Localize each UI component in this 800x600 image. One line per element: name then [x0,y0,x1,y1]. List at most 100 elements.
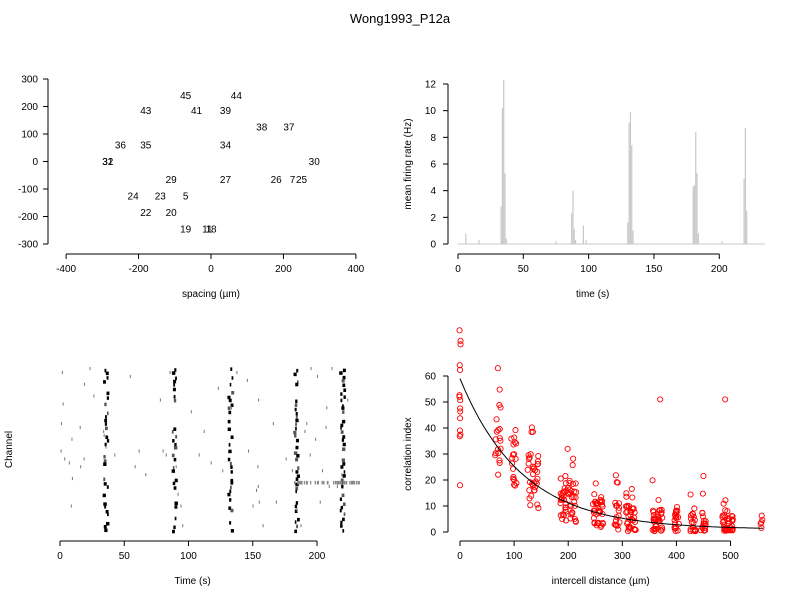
spike-mark [304,429,306,433]
spike-mark [341,447,346,452]
data-point [569,462,576,469]
y-axis-title: correlation index [403,417,414,490]
spike-mark [106,376,109,380]
spike-mark [349,480,351,485]
spike-mark [339,508,342,513]
electrode-label: 24 [128,191,140,202]
spike-mark [159,398,161,402]
spike-mark [272,422,274,426]
data-point [689,510,696,517]
spike-mark [310,367,312,371]
spike-mark [341,379,345,383]
data-point [571,515,578,522]
spike-mark [295,486,299,491]
data-point [570,455,577,462]
x-tick-label: 50 [119,551,131,562]
spike-mark [353,480,355,485]
data-point [757,520,764,527]
y-tick-label: 20 [425,476,437,487]
electrode-label: 39 [220,106,232,117]
spike-mark [275,500,277,504]
spike-mark [293,430,297,435]
data-point [613,479,620,486]
spike-mark [61,370,63,375]
spike-mark [343,388,347,393]
y-tick-label: 60 [425,372,437,383]
spike-mark [347,398,349,402]
x-tick-label: 500 [722,551,739,562]
x-axis-title: Time (s) [174,576,210,587]
data-point [673,508,680,515]
spike-mark [174,442,177,447]
spike-mark [258,398,260,402]
spike-mark [174,516,177,521]
spike-mark [173,395,176,399]
spike-mark [294,434,297,438]
spike-mark [171,430,174,434]
spike-mark [295,470,299,474]
spike-mark [228,443,231,447]
data-point [528,428,535,435]
spike-mark [162,449,164,453]
spike-mark [174,501,178,506]
data-point [510,441,517,448]
spike-mark [229,382,232,387]
spike-mark [172,387,176,392]
x-tick-label: 50 [518,264,530,275]
spike-mark [333,480,335,485]
spike-mark [316,374,318,378]
data-point [456,392,463,399]
data-point [496,386,503,393]
spike-mark [103,459,107,463]
data-point [627,524,634,532]
spike-mark [105,371,109,376]
data-point [673,524,680,531]
spike-mark [228,398,232,403]
spike-mark [342,462,346,466]
data-point [513,440,520,447]
spike-mark [210,461,212,465]
data-point [496,459,503,466]
data-point [599,503,606,510]
data-point [562,472,569,480]
data-point [572,494,579,501]
data-point [616,519,623,526]
spike-mark [106,439,110,443]
spike-mark [340,430,344,434]
data-point [592,480,599,487]
data-point [456,327,463,334]
spike-mark [342,383,346,388]
data-point [613,502,620,509]
data-point [494,365,501,372]
spike-mark [230,481,234,485]
data-point [457,341,464,348]
spike-mark [62,402,64,406]
data-point [591,491,598,498]
spike-mark [217,386,219,390]
data-point [456,427,463,434]
spike-mark [314,480,316,485]
spike-mark [71,477,73,481]
spike-mark [285,457,287,461]
spike-mark [105,521,110,526]
spike-mark [336,480,338,485]
data-point [456,393,463,400]
spike-mark [295,399,298,404]
data-point [496,435,503,442]
spike-mark [295,438,300,443]
data-point [497,437,504,444]
data-point [532,478,539,485]
y-tick-label: 0 [32,157,38,168]
data-point [524,466,531,473]
spike-mark [165,453,167,457]
spike-mark [174,478,178,483]
data-point [672,514,679,521]
spike-mark [322,469,324,473]
data-point [719,512,726,519]
spike-mark [343,470,346,474]
spike-mark [305,480,308,485]
spike-mark [331,367,333,371]
x-tick-label: 100 [180,551,197,562]
x-tick-label: 0 [57,551,63,562]
spike-mark [306,480,308,485]
